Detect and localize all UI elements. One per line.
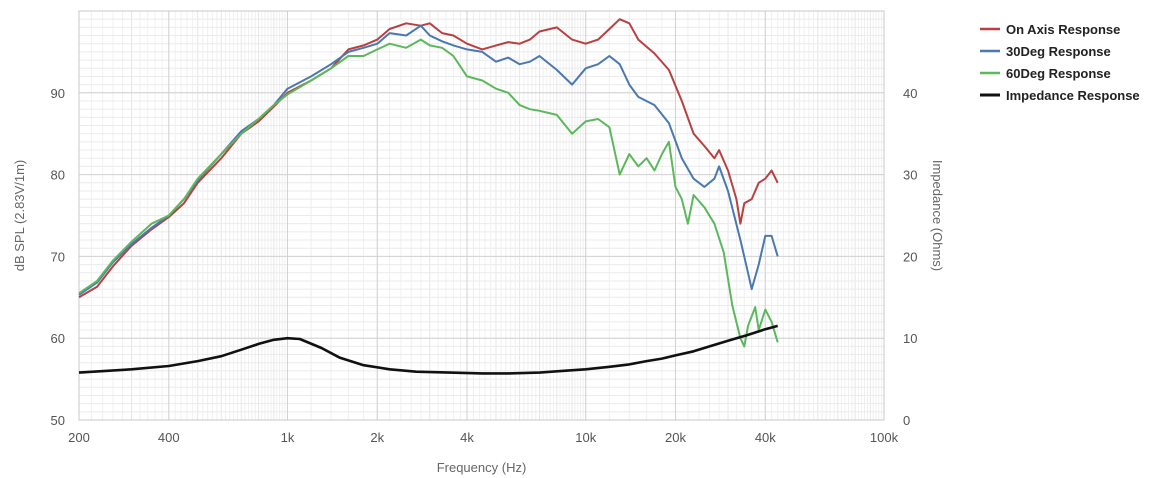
right-y-tick-label: 0: [903, 413, 910, 428]
legend-item[interactable]: 30Deg Response: [980, 44, 1111, 59]
legend-label: 30Deg Response: [1006, 44, 1111, 59]
left-y-tick-label: 80: [51, 168, 65, 183]
plot-area-frame: [78, 10, 885, 421]
x-axis-ticks: 200 400 1k 2k 4k 10k 20k 40k 100k: [68, 430, 898, 445]
series-line-30deg-response: [78, 24, 779, 296]
legend-label: On Axis Response: [1006, 22, 1120, 37]
right-y-tick-label: 40: [903, 86, 917, 101]
left-y-tick-label: 70: [51, 249, 65, 264]
x-tick-label: 10k: [575, 430, 596, 445]
left-y-axis-title: dB SPL (2.83V/1m): [12, 160, 27, 272]
left-y-tick-label: 60: [51, 331, 65, 346]
minor-grid: [78, 10, 885, 421]
legend-item[interactable]: 60Deg Response: [980, 66, 1111, 81]
x-axis-title: Frequency (Hz): [437, 460, 527, 475]
left-y-axis-ticks: 50 60 70 80 90: [51, 86, 65, 428]
right-y-axis-title: Impedance (Ohms): [930, 160, 945, 271]
x-tick-label: 40k: [755, 430, 776, 445]
left-y-tick-label: 90: [51, 86, 65, 101]
x-tick-label: 4k: [460, 430, 474, 445]
right-y-axis-ticks: 0 10 20 30 40: [903, 86, 917, 428]
legend-label: 60Deg Response: [1006, 66, 1111, 81]
x-tick-label: 20k: [665, 430, 686, 445]
x-tick-label: 100k: [870, 430, 899, 445]
x-tick-label: 400: [158, 430, 180, 445]
legend-label: Impedance Response: [1006, 88, 1140, 103]
series-lines: [78, 18, 779, 375]
x-tick-label: 2k: [370, 430, 384, 445]
x-tick-label: 200: [68, 430, 90, 445]
legend-item[interactable]: On Axis Response: [980, 22, 1120, 37]
right-y-tick-label: 10: [903, 331, 917, 346]
legend: On Axis Response 30Deg Response 60Deg Resp…: [980, 22, 1140, 103]
series-line-60deg-response: [78, 38, 779, 348]
legend-item[interactable]: Impedance Response: [980, 88, 1140, 103]
left-y-tick-label: 50: [51, 413, 65, 428]
x-tick-label: 1k: [281, 430, 295, 445]
right-y-tick-label: 30: [903, 168, 917, 183]
right-y-tick-label: 20: [903, 249, 917, 264]
series-line-impedance-response: [78, 324, 779, 375]
